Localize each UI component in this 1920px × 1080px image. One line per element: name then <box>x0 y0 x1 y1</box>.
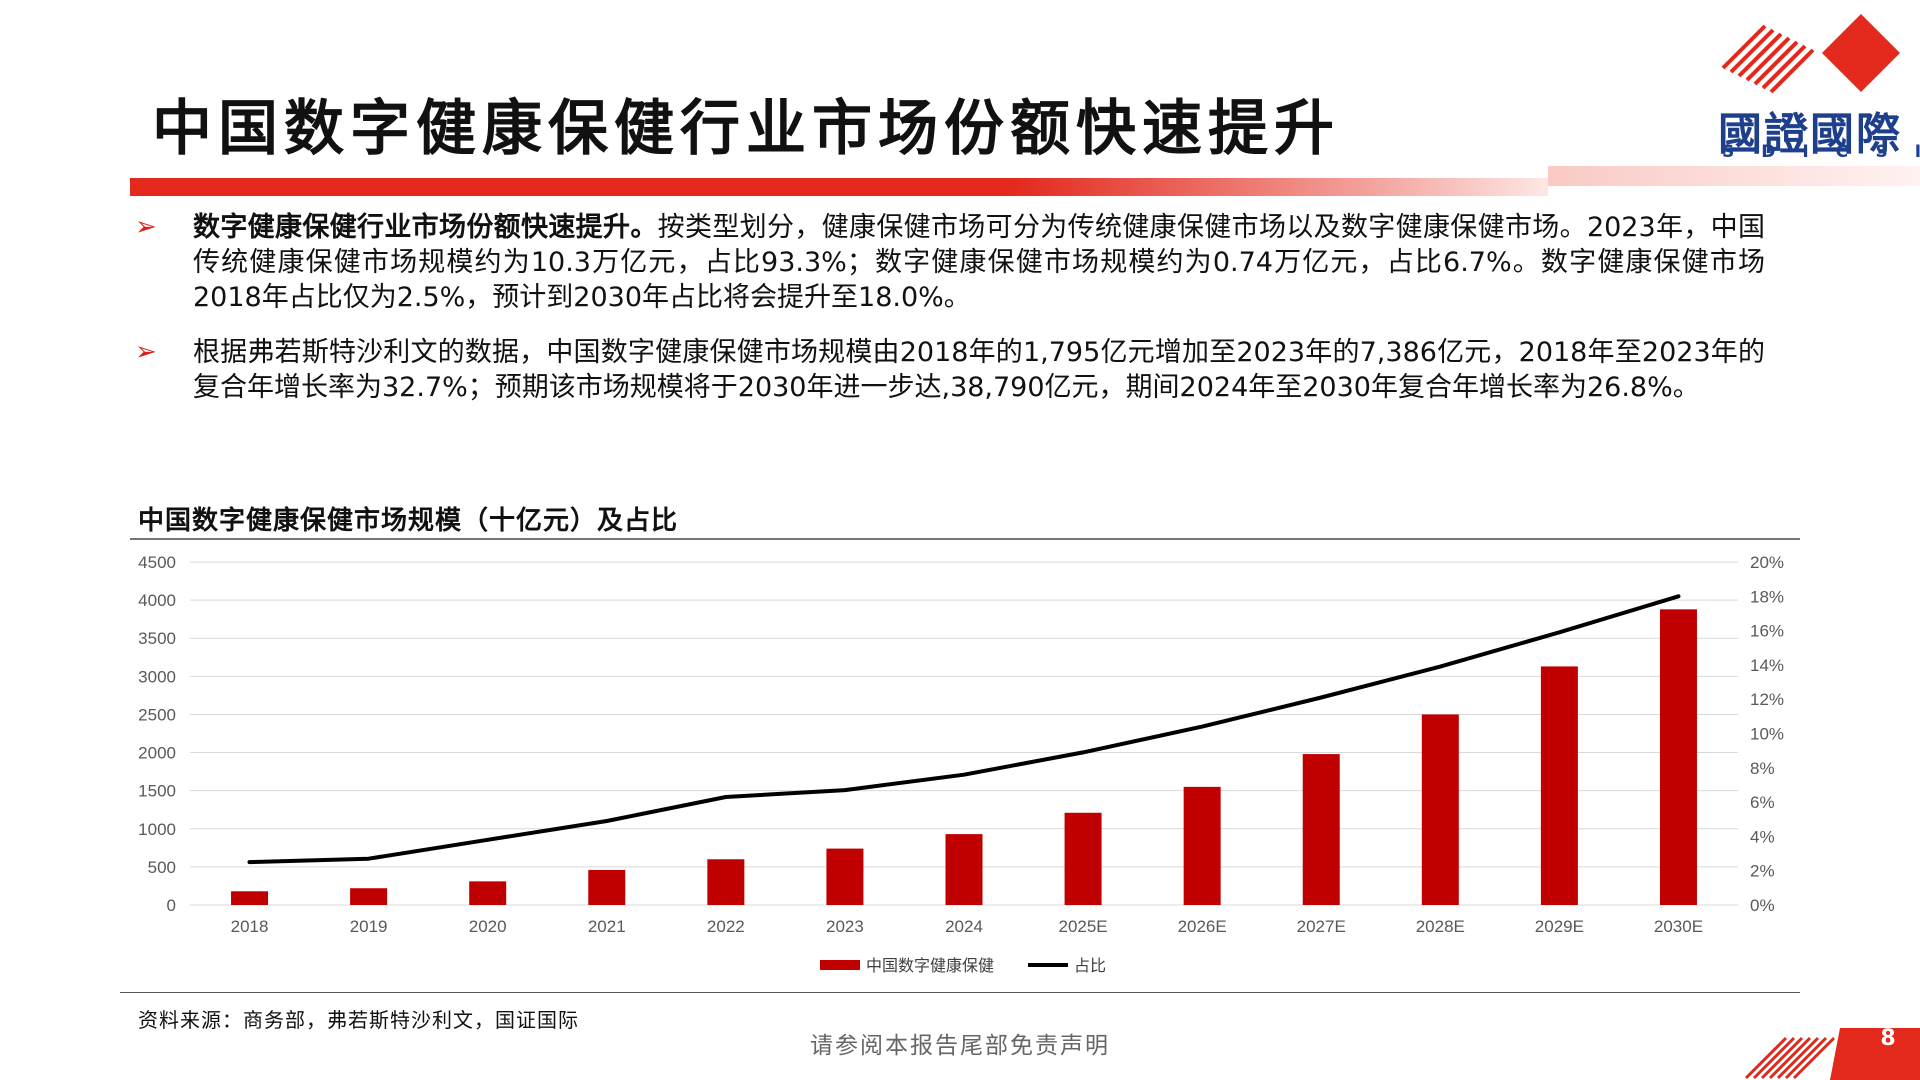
bar <box>945 834 983 905</box>
line-point <box>605 819 609 823</box>
y-left-tick-label: 3500 <box>138 629 176 648</box>
bar <box>707 859 745 905</box>
line-point <box>1676 594 1680 598</box>
y-right-tick-label: 0% <box>1750 896 1775 915</box>
line-point <box>1557 630 1561 634</box>
bar <box>231 891 269 905</box>
bar <box>1540 666 1578 905</box>
y-left-tick-label: 3000 <box>138 667 176 686</box>
y-left-tick-label: 2500 <box>138 705 176 724</box>
y-left-tick-label: 1500 <box>138 782 176 801</box>
line-point <box>367 857 371 861</box>
y-left-tick-label: 0 <box>167 896 176 915</box>
y-right-tick-label: 6% <box>1750 793 1775 812</box>
line-point <box>724 795 728 799</box>
y-left-tick-label: 1000 <box>138 820 176 839</box>
line-point <box>1319 695 1323 699</box>
bullet-body: 按类型划分，健康保健市场可分为传统健康保健市场以及数字健康保健市场。2023年，… <box>193 212 1765 313</box>
header-red-bar <box>130 178 1548 196</box>
line-point <box>1200 725 1204 729</box>
header-fade-bar <box>1548 166 1920 186</box>
line-point <box>962 773 966 777</box>
bullet-bold-lead: 数字健康保健行业市场份额快速提升。 <box>193 212 658 243</box>
line-point <box>1438 665 1442 669</box>
bar <box>826 848 864 905</box>
y-right-tick-label: 12% <box>1750 690 1784 709</box>
x-tick-label: 2027E <box>1297 917 1346 936</box>
bullet-item: ➢ 根据弗若斯特沙利文的数据，中国数字健康保健市场规模由2018年的1,795亿… <box>135 335 1765 405</box>
x-tick-label: 2025E <box>1058 917 1107 936</box>
y-left-tick-label: 4000 <box>138 591 176 610</box>
y-right-tick-label: 20% <box>1750 553 1784 572</box>
line-point <box>248 860 252 864</box>
line-point <box>843 788 847 792</box>
bullet-text: 根据弗若斯特沙利文的数据，中国数字健康保健市场规模由2018年的1,795亿元增… <box>193 335 1765 405</box>
legend-label-bars: 中国数字健康保健 <box>866 956 994 975</box>
bullet-body: 根据弗若斯特沙利文的数据，中国数字健康保健市场规模由2018年的1,795亿元增… <box>193 337 1765 403</box>
x-tick-label: 2026E <box>1178 917 1227 936</box>
page-number: 8 <box>1880 1026 1896 1051</box>
y-right-tick-label: 4% <box>1750 827 1775 846</box>
y-right-tick-label: 2% <box>1750 862 1775 881</box>
bar <box>1183 786 1221 905</box>
x-tick-label: 2023 <box>826 917 864 936</box>
logo-mark <box>1721 14 1900 94</box>
y-right-tick-label: 14% <box>1750 656 1784 675</box>
x-tick-label: 2028E <box>1416 917 1465 936</box>
disclaimer: 请参阅本报告尾部免责声明 <box>810 1033 1110 1059</box>
x-tick-label: 2029E <box>1535 917 1584 936</box>
logo-subtext: SDICSI <box>1722 142 1920 162</box>
chart-bottom-rule <box>120 992 1800 993</box>
y-right-tick-label: 16% <box>1750 622 1784 641</box>
logo-text: 國證國際 <box>1718 109 1902 160</box>
page-title: 中国数字健康保健行业市场份额快速提升 <box>152 94 1340 164</box>
y-right-tick-label: 8% <box>1750 759 1775 778</box>
y-right-tick-label: 10% <box>1750 725 1784 744</box>
share-line <box>247 594 1681 865</box>
bullet-text: 数字健康保健行业市场份额快速提升。按类型划分，健康保健市场可分为传统健康保健市场… <box>193 210 1765 315</box>
y-right-tick-label: 18% <box>1750 587 1784 606</box>
bar <box>350 888 388 905</box>
bar <box>1421 714 1459 905</box>
bar <box>469 881 507 905</box>
legend-label-line: 占比 <box>1074 956 1106 975</box>
x-tick-label: 2019 <box>350 917 388 936</box>
y-left-tick-label: 2000 <box>138 744 176 763</box>
bar <box>1064 812 1102 905</box>
bullet-list: ➢ 数字健康保健行业市场份额快速提升。按类型划分，健康保健市场可分为传统健康保健… <box>135 210 1765 425</box>
x-tick-label: 2020 <box>469 917 507 936</box>
legend-swatch-bars <box>820 960 860 970</box>
source-note: 资料来源：商务部，弗若斯特沙利文，国证国际 <box>138 1008 579 1032</box>
y-left-tick-label: 4500 <box>138 553 176 572</box>
line-point <box>486 838 490 842</box>
market-size-chart: 0 500 1000 1500 2000 2500 3000 3500 4000 4500 0% 2%… <box>138 553 1784 975</box>
page-badge <box>1744 1028 1920 1080</box>
x-tick-label: 2021 <box>588 917 626 936</box>
x-tick-label: 2022 <box>707 917 745 936</box>
chart-title: 中国数字健康保健市场规模（十亿元）及占比 <box>138 506 679 536</box>
y-left-tick-label: 500 <box>148 858 176 877</box>
bullet-item: ➢ 数字健康保健行业市场份额快速提升。按类型划分，健康保健市场可分为传统健康保健… <box>135 210 1765 315</box>
chart-top-rule <box>130 538 1800 540</box>
bar <box>1659 609 1697 905</box>
arrow-bullet-icon: ➢ <box>135 337 157 367</box>
arrow-bullet-icon: ➢ <box>135 212 157 242</box>
x-tick-label: 2024 <box>945 917 983 936</box>
line-point <box>1081 750 1085 754</box>
x-tick-label: 2018 <box>231 917 269 936</box>
x-tick-label: 2030E <box>1654 917 1703 936</box>
bar <box>588 869 626 905</box>
bar <box>1302 754 1340 905</box>
